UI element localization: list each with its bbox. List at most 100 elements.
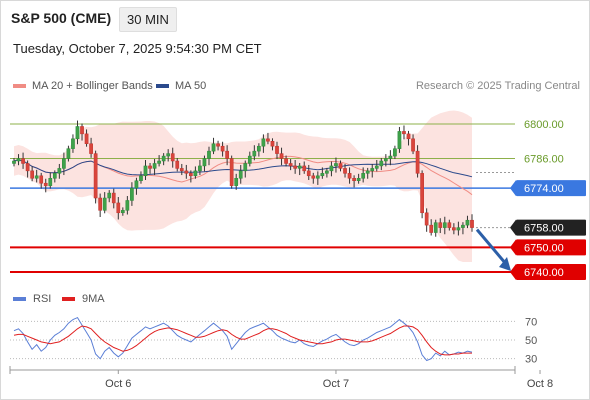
rsi-swatch [13, 297, 26, 301]
candlesticks [12, 120, 474, 237]
bollinger-bands [14, 110, 472, 262]
candle-body [80, 126, 84, 135]
level-6740-00-tag-tip [510, 264, 516, 280]
candle-body [43, 182, 48, 186]
candle-body [302, 165, 307, 172]
timeframe-badge[interactable]: 30 MIN [119, 7, 177, 32]
candle-body [370, 168, 375, 172]
candle-body [139, 175, 143, 181]
rsi-legend: RSI 9MA [13, 293, 105, 305]
candle-body [120, 210, 125, 214]
candle-body [329, 165, 334, 172]
candle-body [361, 173, 366, 179]
candle-body [306, 170, 311, 177]
candle-body [266, 138, 270, 142]
candle-body [424, 212, 429, 226]
candle-body [216, 143, 220, 147]
rsi-tick-50: 50 [525, 335, 537, 347]
candle-body [75, 126, 80, 140]
candle-body [225, 150, 229, 159]
candle-body [134, 180, 139, 189]
candle-body [207, 150, 211, 159]
candle-body [297, 165, 302, 169]
candle-body [84, 133, 89, 144]
research-credit: Research © 2025 Trading Central [415, 80, 580, 92]
legend-bollinger-label: MA 20 + Bollinger Bands [32, 80, 153, 92]
candle-body [161, 155, 166, 162]
candle-body [130, 187, 134, 201]
candle-body [211, 143, 216, 152]
level-6740-00-tag [516, 264, 586, 280]
candle-body [93, 153, 98, 199]
level-6758-00-label: 6758.00 [524, 223, 564, 235]
candle-body [393, 148, 397, 157]
candle-body [152, 163, 157, 169]
candle-body [157, 160, 161, 164]
candle-body [25, 163, 30, 172]
rsi-line [13, 316, 473, 362]
forecast-arrow-shaft [475, 228, 508, 265]
level-6774-00-tag-tip [510, 180, 516, 197]
candle-body [293, 165, 297, 169]
level-6750-00-tag [516, 239, 586, 256]
candle-body [270, 141, 275, 147]
level-6758-00-tag-tip [510, 219, 516, 236]
candle-body [34, 175, 39, 179]
candle-body [352, 178, 356, 181]
candle-body [175, 160, 180, 169]
candle-body [148, 165, 152, 169]
candle-body [193, 170, 198, 177]
rsi-panel: 70 50 30 [10, 316, 537, 366]
candle-body [365, 170, 370, 174]
candle-body [411, 138, 415, 152]
ma9-swatch [62, 297, 75, 301]
candle-body [238, 170, 243, 179]
level-6774-00-label: 6774.00 [524, 183, 564, 195]
candle-body [62, 158, 66, 169]
candle-body [429, 224, 434, 233]
candle-body [356, 178, 361, 181]
candle-body [52, 173, 57, 179]
candle-body [143, 165, 148, 177]
candle-body [420, 173, 424, 214]
candle-body [406, 133, 411, 140]
candle-body [116, 202, 121, 214]
legend-ma50: MA 50 [156, 80, 206, 92]
instrument-title: S&P 500 (CME) [11, 10, 112, 26]
ma50-swatch [156, 84, 169, 88]
candle-body [102, 197, 107, 211]
level-6758-00-tag [516, 219, 586, 236]
rsi-tick-30: 30 [525, 354, 537, 366]
candle-body [48, 178, 53, 186]
candle-body [261, 138, 266, 147]
rsi-ma-line [13, 325, 472, 356]
candle-body [447, 222, 452, 228]
candle-body [220, 145, 225, 152]
level-6750-00-tag-tip [510, 239, 516, 256]
moving-averages [13, 155, 473, 196]
price-level-labels: 6800.00 6786.00 6774.00 6758.00 6750.00 6740.… [510, 119, 586, 280]
level-6750-00-label: 6750.00 [524, 242, 564, 254]
time-tick-label: Oct 8 [527, 378, 553, 390]
candle-body [21, 158, 25, 164]
candle-body [243, 163, 248, 172]
candle-body [275, 145, 279, 154]
candle-body [338, 163, 343, 169]
candle-body [452, 227, 456, 231]
level-6800-00-label: 6800.00 [524, 119, 564, 131]
level-6786-00-label: 6786.00 [524, 154, 564, 166]
chart-datetime: Tuesday, October 7, 2025 9:54:30 PM CET [13, 41, 262, 56]
candle-body [39, 175, 44, 184]
candle-body [461, 224, 465, 228]
rsi-tick-70: 70 [525, 316, 537, 328]
candle-body [98, 197, 103, 211]
rsi-legend-label: RSI [33, 293, 51, 305]
candle-body [438, 222, 443, 228]
candle-body [12, 160, 16, 164]
candle-body [379, 160, 384, 167]
candle-body [111, 192, 116, 204]
candle-body [442, 222, 447, 228]
candle-body [284, 158, 288, 164]
legend-bollinger: MA 20 + Bollinger Bands [13, 80, 153, 92]
